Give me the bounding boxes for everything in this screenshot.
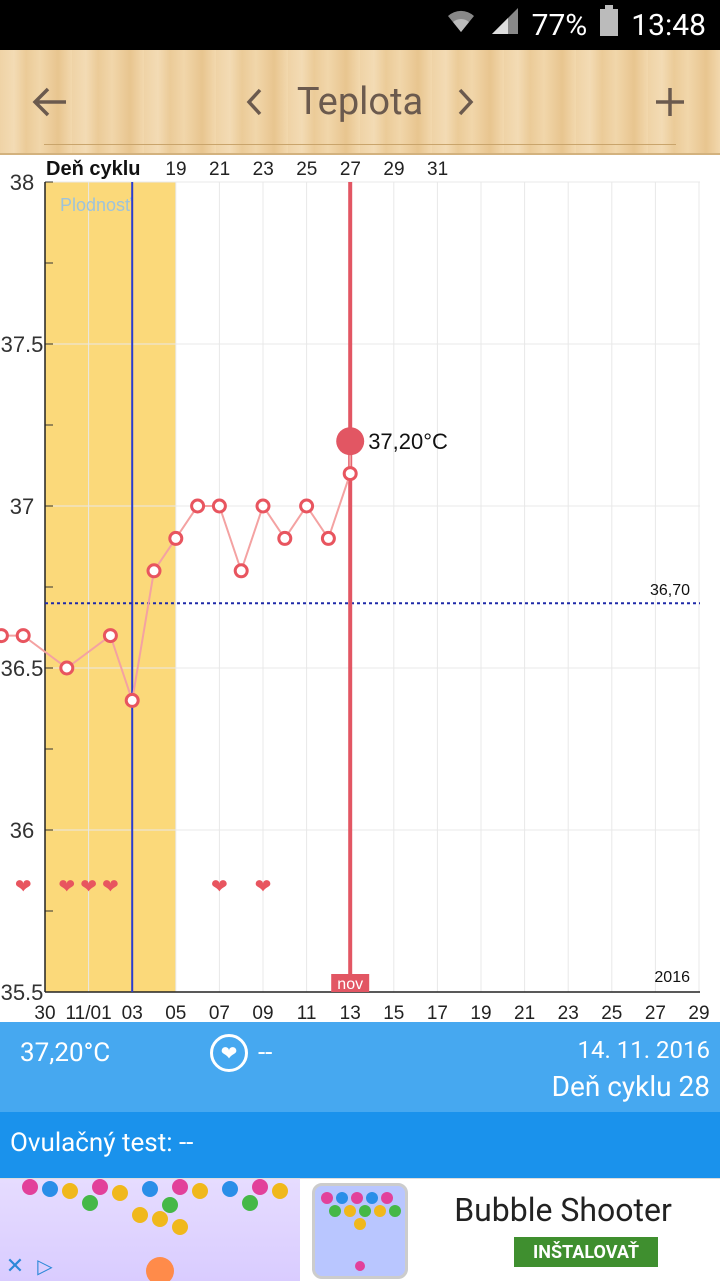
ad-banner[interactable]: ✕ ▷ Bubble Shooter INŠTALOVAŤ — [0, 1178, 720, 1281]
y-tick-label: 36 — [10, 818, 34, 843]
x-tick-label: 09 — [252, 1003, 273, 1022]
temperature-point — [299, 498, 315, 514]
selected-date: 14. 11. 2016 — [577, 1036, 710, 1064]
y-tick-label: 37 — [10, 494, 34, 519]
signal-icon — [490, 6, 520, 44]
chevron-left-icon — [246, 88, 262, 116]
temperature-point — [146, 563, 162, 579]
heart-marker: ❤ — [58, 874, 75, 898]
ad-image[interactable] — [0, 1179, 300, 1281]
chevron-right-icon — [458, 88, 474, 116]
add-button[interactable] — [640, 72, 700, 132]
x-tick-label: 27 — [645, 1003, 666, 1022]
month-marker-bg — [331, 974, 370, 992]
temperature-point — [190, 498, 206, 514]
selected-temperature: 37,20°C — [20, 1038, 111, 1068]
x-tick-label: 07 — [209, 1003, 230, 1022]
y-tick-label: 36.5 — [1, 656, 44, 681]
x-tick-label: 19 — [470, 1003, 491, 1022]
heart-marker: ❤ — [102, 874, 119, 898]
y-tick-label: 35.5 — [1, 980, 44, 1005]
x-tick-label: 05 — [165, 1003, 186, 1022]
plus-icon — [656, 88, 684, 116]
heart-marker: ❤ — [255, 874, 272, 898]
clock: 13:48 — [631, 7, 706, 43]
temperature-chart[interactable]: 38 37.5 37 36.5 36 35.5 Deň cyklu 19 21 23 25 27 29 3… — [0, 155, 720, 1024]
arrow-left-icon — [32, 87, 66, 117]
temperature-point — [233, 563, 249, 579]
cycle-day-label: Deň cyklu — [46, 158, 140, 180]
heart-marker: ❤ — [211, 874, 228, 898]
wifi-icon — [444, 6, 478, 44]
temperature-point — [15, 628, 31, 644]
month-marker: nov — [337, 976, 363, 993]
cycle-day-tick: 27 — [340, 159, 361, 180]
x-tick-label: 25 — [601, 1003, 622, 1022]
status-right: 77% 13:48 — [444, 0, 706, 50]
battery-percent: 77% — [531, 7, 588, 43]
next-chart-button[interactable] — [436, 72, 496, 132]
ovulation-test-label: Ovulačný test: -- — [10, 1128, 194, 1158]
cycle-day-tick: 23 — [253, 159, 274, 180]
fertile-window — [45, 182, 176, 992]
temperature-point — [59, 660, 75, 676]
cycle-day-tick: 21 — [209, 159, 230, 180]
selected-point — [336, 427, 365, 456]
temperature-point — [277, 530, 293, 546]
temperature-point — [320, 530, 336, 546]
y-tick-label: 38 — [10, 170, 34, 195]
play-icon[interactable]: ▷ — [37, 1254, 53, 1278]
heart-marker: ❤ — [15, 874, 32, 898]
status-bar: 77% 13:48 — [0, 0, 720, 50]
toolbar-divider — [44, 144, 676, 145]
temperature-point — [0, 628, 9, 644]
heart-marker: ❤ — [80, 874, 97, 898]
chart-svg[interactable]: 38 37.5 37 36.5 36 35.5 Deň cyklu 19 21 23 25 27 29 3… — [0, 155, 720, 1024]
y-tick-label: 37.5 — [1, 332, 44, 357]
temperature-point — [255, 498, 271, 514]
temperature-point — [211, 498, 227, 514]
temperature-point — [342, 466, 358, 482]
temperature-point — [124, 692, 140, 708]
x-tick-label: 23 — [558, 1003, 579, 1022]
temperature-point — [168, 530, 184, 546]
selected-value-label: 37,20°C — [368, 429, 448, 454]
prev-chart-button[interactable] — [224, 72, 284, 132]
x-tick-label: 11/01 — [66, 1003, 112, 1022]
install-button[interactable]: INŠTALOVAŤ — [514, 1237, 658, 1267]
page-title: Teplota — [296, 80, 424, 124]
cycle-day-tick: 29 — [383, 159, 404, 180]
x-tick-label: 30 — [34, 1003, 55, 1022]
x-tick-label: 29 — [688, 1003, 709, 1022]
ad-app-thumbnail[interactable] — [312, 1183, 408, 1279]
cycle-day-tick: 25 — [296, 159, 317, 180]
x-tick-label: 13 — [340, 1003, 361, 1022]
year-label: 2016 — [654, 969, 690, 986]
close-icon[interactable]: ✕ — [5, 1253, 25, 1279]
x-tick-label: 11 — [297, 1003, 317, 1022]
x-tick-label: 03 — [122, 1003, 143, 1022]
toolbar: Teplota — [0, 50, 720, 155]
x-tick-label: 15 — [383, 1003, 404, 1022]
intercourse-value: -- — [258, 1038, 273, 1068]
battery-icon — [599, 5, 619, 45]
coverline-label: 36,70 — [650, 582, 690, 599]
cycle-day-tick: 31 — [427, 159, 448, 180]
x-tick-label: 17 — [427, 1003, 448, 1022]
cycle-day-tick: 19 — [165, 159, 186, 180]
day-info-panel: 37,20°C ❤ -- 14. 11. 2016 Deň cyklu 28 — [0, 1022, 720, 1112]
heart-icon: ❤ — [210, 1034, 248, 1072]
ovulation-test-bar: Ovulačný test: -- — [0, 1112, 720, 1178]
temperature-line — [1, 441, 352, 701]
ad-title[interactable]: Bubble Shooter — [454, 1191, 672, 1229]
fertility-label: Plodnosť — [60, 195, 132, 215]
back-button[interactable] — [20, 72, 80, 132]
selected-cycle-day: Deň cyklu 28 — [551, 1070, 710, 1103]
x-tick-label: 21 — [514, 1003, 535, 1022]
temperature-point — [102, 628, 118, 644]
